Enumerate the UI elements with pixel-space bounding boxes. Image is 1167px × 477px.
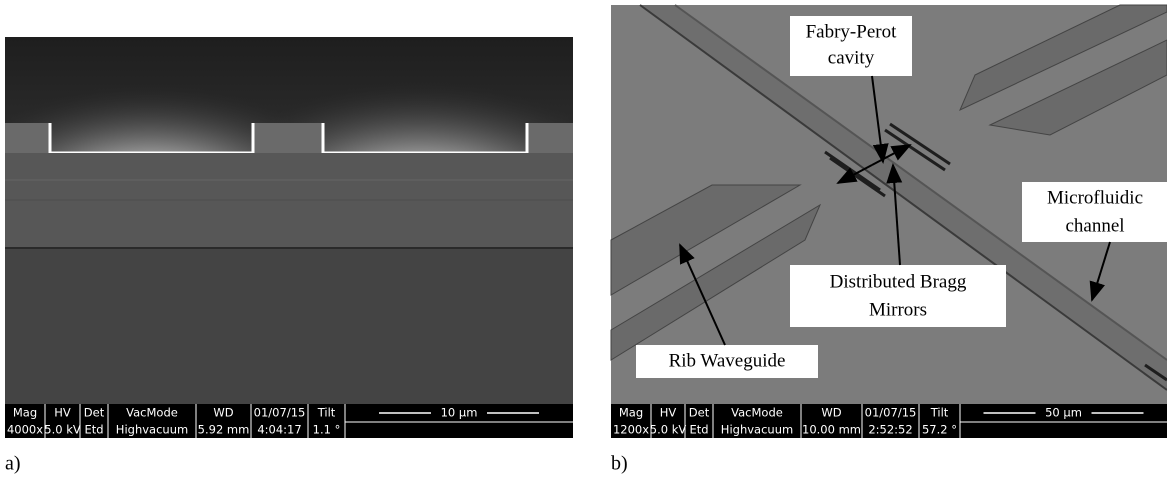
info-header: Tilt: [930, 406, 949, 420]
info-value: Highvacuum: [116, 423, 188, 437]
sem-image-a: [5, 37, 573, 438]
info-value: 1200x: [613, 423, 649, 437]
info-value: 10.00 mm: [802, 423, 861, 437]
annotation: Microfluidic: [1047, 187, 1143, 208]
info-value: 4000x: [7, 423, 43, 437]
info-value: Etd: [84, 423, 103, 437]
annotation: cavity: [828, 47, 875, 68]
info-header: 01/07/15: [865, 406, 917, 420]
info-value: 1.1 °: [313, 423, 341, 437]
info-value: 57.2 °: [922, 423, 957, 437]
info-header: WD: [213, 406, 233, 420]
figure: Fabry-Perot cavity Distributed Bragg Mir…: [0, 0, 1167, 477]
info-value: 5.92 mm: [198, 423, 250, 437]
annotation: Fabry-Perot: [806, 21, 897, 42]
info-header: Tilt: [317, 406, 336, 420]
info-value: Etd: [689, 423, 708, 437]
info-value: 2:52:52: [868, 423, 912, 437]
info-header: Det: [689, 406, 710, 420]
info-header: WD: [821, 406, 841, 420]
info-header: Det: [84, 406, 105, 420]
panel-label: a): [5, 453, 21, 475]
info-header: VacMode: [126, 406, 178, 420]
annotation: Mirrors: [869, 299, 927, 320]
info-value: Highvacuum: [721, 423, 793, 437]
info-header: HV: [54, 406, 71, 420]
info-header: 01/07/15: [254, 406, 306, 420]
panel-label: b): [611, 453, 628, 475]
scale-label: 50 μm: [1045, 406, 1082, 420]
info-header: Mag: [619, 406, 643, 420]
annotation: Distributed Bragg: [830, 271, 967, 292]
info-header: VacMode: [731, 406, 783, 420]
info-value: 5.0 kV: [44, 423, 81, 437]
scale-label: 10 μm: [441, 406, 478, 420]
info-value: 5.0 kV: [650, 423, 687, 437]
annotation: channel: [1065, 215, 1124, 236]
info-header: HV: [660, 406, 677, 420]
info-header: Mag: [13, 406, 37, 420]
annotation: Rib Waveguide: [669, 350, 786, 371]
info-value: 4:04:17: [257, 423, 301, 437]
